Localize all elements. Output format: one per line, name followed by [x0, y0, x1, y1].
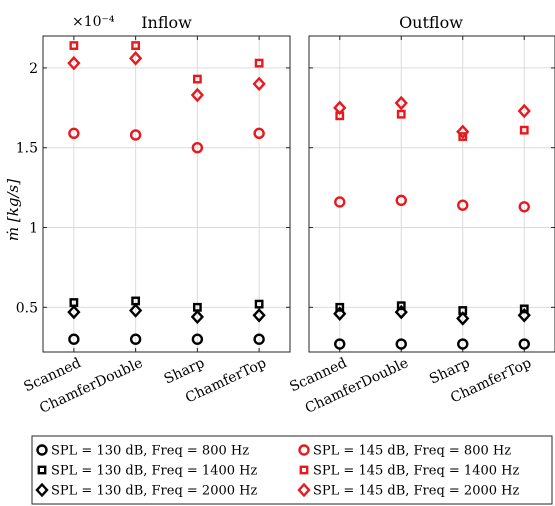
data-point: [334, 196, 346, 208]
y-axis-exponent: ×10⁻⁴: [72, 14, 115, 30]
data-point: [253, 333, 265, 345]
legend-entry: SPL = 130 dB, Freq = 1400 Hz: [51, 464, 257, 479]
data-point: [191, 142, 204, 154]
data-point: [519, 125, 529, 135]
data-point: [68, 127, 80, 140]
data-point: [129, 303, 143, 318]
panel-title: Outflow: [399, 13, 463, 32]
legend-box: [31, 435, 553, 505]
data-point: [254, 58, 264, 68]
data-point: [456, 124, 470, 140]
y-tick-label: 1: [29, 221, 38, 237]
data-point: [457, 199, 469, 211]
data-point: [67, 55, 81, 71]
data-point: [252, 76, 266, 92]
data-point: [129, 333, 142, 345]
legend-marker: [36, 444, 48, 456]
data-point: [335, 302, 345, 312]
axes-box: [42, 35, 291, 353]
data-point: [190, 87, 204, 103]
data-point: [129, 51, 143, 66]
data-point: [395, 338, 407, 350]
y-tick-label: 0.5: [16, 300, 38, 316]
data-point: [192, 74, 202, 84]
data-point: [517, 103, 531, 119]
panel-title: Inflow: [141, 13, 192, 32]
data-point: [518, 201, 530, 213]
legend-marker: [297, 482, 311, 498]
data-point: [67, 304, 81, 320]
data-point: [458, 132, 468, 141]
data-point: [394, 95, 408, 111]
y-axis-label: ṁ [kg/s]: [4, 179, 22, 241]
data-point: [334, 338, 346, 350]
legend-entry: SPL = 130 dB, Freq = 2000 Hz: [51, 484, 257, 499]
data-point: [129, 129, 142, 141]
data-point: [394, 304, 408, 320]
legend-marker: [299, 465, 309, 475]
data-point: [191, 333, 204, 345]
data-point: [253, 127, 265, 140]
legend-marker: [298, 444, 310, 456]
data-point: [252, 308, 266, 323]
legend-entry: SPL = 145 dB, Freq = 800 Hz: [313, 444, 511, 459]
legend: SPL = 130 dB, Freq = 800 Hz SPL = 145 dB,…: [31, 435, 553, 505]
y-tick-label: 2: [29, 61, 38, 77]
data-point: [519, 304, 529, 314]
data-point: [69, 41, 79, 50]
data-point: [517, 308, 531, 323]
y-tick-label: 1.5: [16, 141, 38, 157]
x-tick-label: ChamferDouble: [303, 355, 411, 417]
data-point: [333, 306, 347, 321]
data-point: [333, 100, 347, 116]
legend-marker: [37, 465, 47, 475]
data-point: [396, 109, 406, 119]
legend-entry: SPL = 145 dB, Freq = 1400 Hz: [313, 464, 519, 479]
axes-box: [308, 35, 555, 353]
data-point: [396, 301, 406, 311]
data-point: [457, 338, 469, 350]
legend-entry: SPL = 130 dB, Freq = 800 Hz: [51, 444, 249, 459]
data-point: [190, 309, 204, 325]
x-tick-label: ChamferDouble: [37, 355, 145, 417]
data-point: [68, 333, 80, 345]
legend-entry: SPL = 145 dB, Freq = 2000 Hz: [313, 484, 519, 499]
data-point: [254, 299, 264, 309]
data-point: [518, 338, 530, 350]
x-tick-label: Sharp: [162, 355, 207, 388]
data-point: [395, 194, 407, 207]
data-point: [456, 311, 470, 326]
data-point: [131, 41, 141, 50]
legend-marker: [35, 482, 49, 498]
